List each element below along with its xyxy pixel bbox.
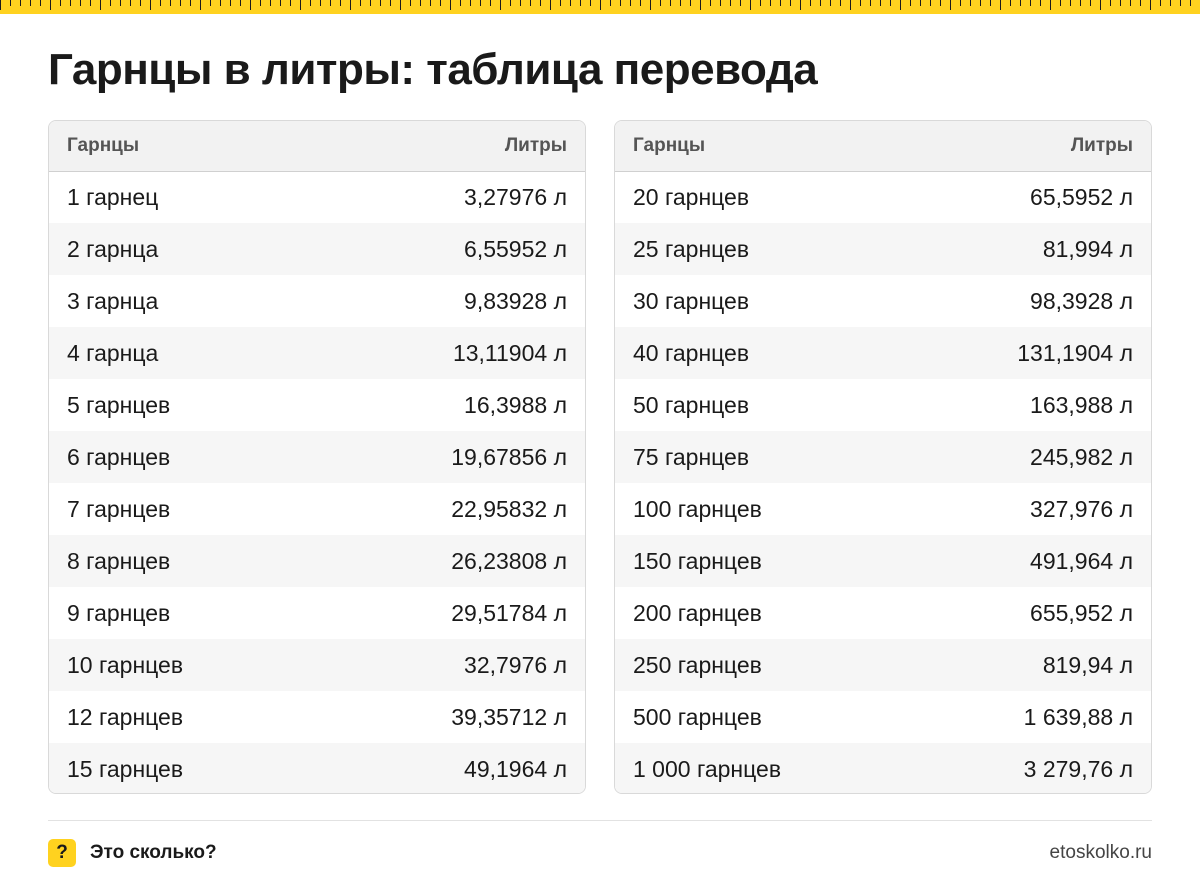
row-value: 1 639,88 л (1023, 703, 1133, 730)
table-row: 75 гарнцев 245,982 л (615, 431, 1151, 483)
table-header-row: Гарнцы Литры (49, 121, 585, 171)
row-name: 200 гарнцев (633, 599, 762, 626)
row-name: 1 гарнец (67, 183, 159, 210)
row-name: 75 гарнцев (633, 443, 750, 470)
row-name: 50 гарнцев (633, 391, 750, 418)
row-value: 22,95832 л (451, 495, 567, 522)
row-name: 12 гарнцев (67, 703, 184, 730)
row-value: 245,982 л (1030, 443, 1133, 470)
column-header-garnets: Гарнцы (67, 134, 140, 156)
row-value: 163,988 л (1030, 391, 1133, 418)
row-name: 10 гарнцев (67, 651, 184, 678)
table-row: 12 гарнцев 39,35712 л (49, 691, 585, 743)
row-value: 65,5952 л (1030, 183, 1133, 210)
conversion-table: Гарнцы Литры 1 гарнец 3,27976 л 2 гарнца 6… (49, 121, 585, 793)
row-value: 19,67856 л (451, 443, 567, 470)
column-header-liters: Литры (504, 134, 567, 156)
table-row: 40 гарнцев 131,1904 л (615, 327, 1151, 379)
site-link[interactable]: etoskolko.ru (1049, 842, 1152, 863)
row-value: 26,23808 л (451, 547, 567, 574)
row-name: 3 гарнца (67, 287, 159, 314)
column-header-garnets: Гарнцы (633, 134, 706, 156)
table-row: 3 гарнца 9,83928 л (49, 275, 585, 327)
row-value: 819,94 л (1042, 651, 1133, 678)
table-row: 5 гарнцев 16,3988 л (49, 379, 585, 431)
conversion-table-left: Гарнцы Литры 1 гарнец 3,27976 л 2 гарнца 6… (48, 120, 586, 794)
row-value: 655,952 л (1030, 599, 1133, 626)
row-value: 131,1904 л (1017, 339, 1133, 366)
row-name: 150 гарнцев (633, 547, 762, 574)
page-title: Гарнцы в литры: таблица перевода (48, 45, 818, 94)
brand-name: Это сколько? (90, 842, 217, 863)
row-name: 1 000 гарнцев (633, 755, 782, 782)
table-row: 100 гарнцев 327,976 л (615, 483, 1151, 535)
table-row: 500 гарнцев 1 639,88 л (615, 691, 1151, 743)
row-value: 39,35712 л (451, 703, 567, 730)
row-name: 2 гарнца (67, 235, 159, 262)
table-header-row: Гарнцы Литры (615, 121, 1151, 171)
row-name: 7 гарнцев (67, 495, 171, 522)
row-value: 6,55952 л (464, 235, 567, 262)
row-value: 3,27976 л (464, 183, 567, 210)
row-name: 500 гарнцев (633, 703, 762, 730)
table-row: 7 гарнцев 22,95832 л (49, 483, 585, 535)
table-row: 1 000 гарнцев 3 279,76 л (615, 743, 1151, 793)
row-value: 9,83928 л (464, 287, 567, 314)
table-row: 8 гарнцев 26,23808 л (49, 535, 585, 587)
table-row: 250 гарнцев 819,94 л (615, 639, 1151, 691)
row-value: 13,11904 л (452, 339, 567, 366)
row-value: 327,976 л (1030, 495, 1133, 522)
row-value: 81,994 л (1042, 235, 1133, 262)
table-row: 1 гарнец 3,27976 л (49, 171, 585, 223)
footer-divider (48, 820, 1152, 821)
row-value: 98,3928 л (1030, 287, 1133, 314)
table-row: 2 гарнца 6,55952 л (49, 223, 585, 275)
row-value: 3 279,76 л (1023, 755, 1133, 782)
table-row: 15 гарнцев 49,1964 л (49, 743, 585, 793)
row-value: 491,964 л (1030, 547, 1133, 574)
row-name: 9 гарнцев (67, 599, 171, 626)
table-row: 4 гарнца 13,11904 л (49, 327, 585, 379)
row-value: 29,51784 л (451, 599, 567, 626)
table-row: 25 гарнцев 81,994 л (615, 223, 1151, 275)
row-name: 40 гарнцев (633, 339, 750, 366)
row-name: 25 гарнцев (633, 235, 750, 262)
table-row: 9 гарнцев 29,51784 л (49, 587, 585, 639)
row-name: 20 гарнцев (633, 183, 750, 210)
table-row: 20 гарнцев 65,5952 л (615, 171, 1151, 223)
row-value: 32,7976 л (464, 651, 567, 678)
table-row: 6 гарнцев 19,67856 л (49, 431, 585, 483)
brand-logo[interactable]: ? Это сколько? (48, 838, 217, 868)
ruler-decoration (0, 0, 1200, 14)
row-name: 100 гарнцев (633, 495, 762, 522)
row-name: 5 гарнцев (67, 391, 171, 418)
row-value: 49,1964 л (464, 755, 567, 782)
table-row: 150 гарнцев 491,964 л (615, 535, 1151, 587)
row-name: 4 гарнца (67, 339, 159, 366)
table-row: 50 гарнцев 163,988 л (615, 379, 1151, 431)
table-row: 10 гарнцев 32,7976 л (49, 639, 585, 691)
conversion-table-right: Гарнцы Литры 20 гарнцев 65,5952 л 25 гарн… (614, 120, 1152, 794)
row-name: 8 гарнцев (67, 547, 171, 574)
row-name: 30 гарнцев (633, 287, 750, 314)
row-name: 15 гарнцев (67, 755, 184, 782)
question-mark-icon: ? (48, 839, 76, 867)
table-row: 200 гарнцев 655,952 л (615, 587, 1151, 639)
table-row: 30 гарнцев 98,3928 л (615, 275, 1151, 327)
column-header-liters: Литры (1070, 134, 1133, 156)
row-name: 250 гарнцев (633, 651, 762, 678)
row-value: 16,3988 л (464, 391, 567, 418)
row-name: 6 гарнцев (67, 443, 171, 470)
conversion-table: Гарнцы Литры 20 гарнцев 65,5952 л 25 гарн… (615, 121, 1151, 793)
